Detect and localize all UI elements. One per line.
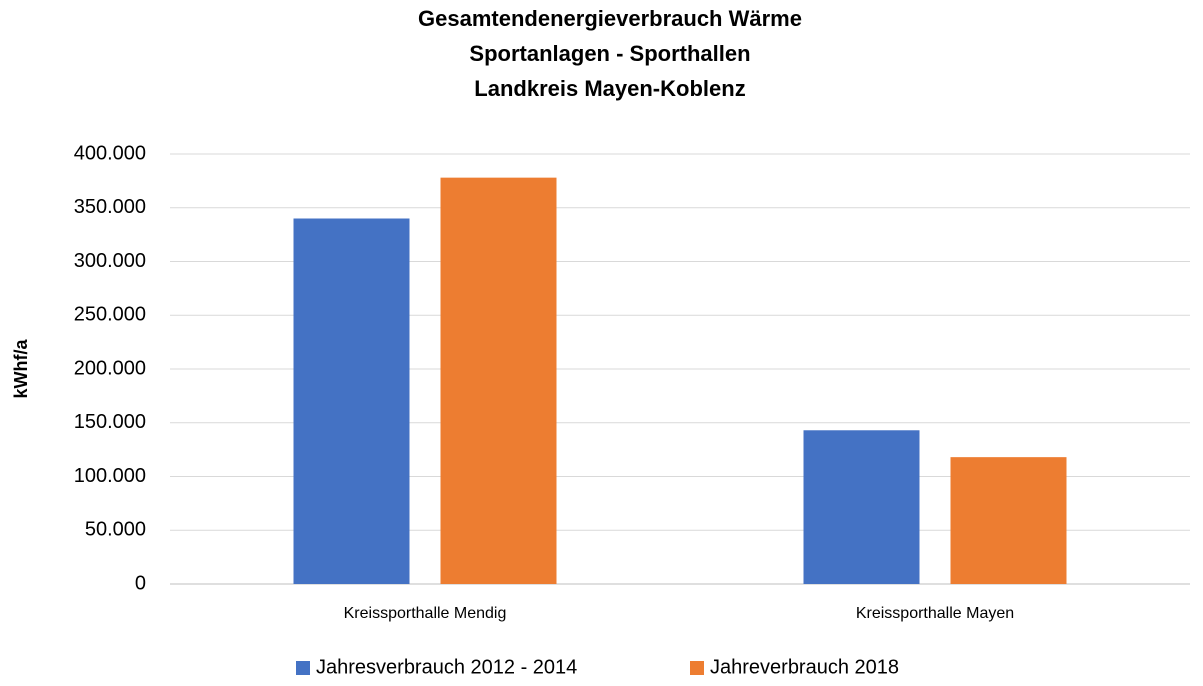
legend-swatch (690, 661, 704, 675)
y-tick-label: 0 (135, 572, 146, 594)
chart-title: Gesamtendenergieverbrauch Wärme (418, 6, 802, 31)
bar (950, 457, 1067, 584)
y-tick-label: 350.000 (74, 196, 146, 218)
y-tick-label: 100.000 (74, 465, 146, 487)
y-tick-label: 50.000 (85, 519, 146, 541)
x-tick-label: Kreissporthalle Mendig (344, 605, 507, 622)
legend-label: Jahreverbrauch 2018 (710, 656, 899, 678)
legend-swatch (296, 661, 310, 675)
bar (440, 177, 557, 584)
y-tick-label: 400.000 (74, 142, 146, 164)
y-axis-label: kWhf/a (11, 339, 31, 399)
chart-title: Sportanlagen - Sporthallen (469, 41, 750, 66)
legend-label: Jahresverbrauch 2012 - 2014 (316, 656, 577, 678)
y-tick-label: 150.000 (74, 411, 146, 433)
bar (293, 218, 410, 584)
y-tick-label: 200.000 (74, 357, 146, 379)
bar (803, 430, 920, 584)
chart-title: Landkreis Mayen-Koblenz (474, 76, 745, 101)
y-tick-label: 250.000 (74, 304, 146, 326)
y-tick-label: 300.000 (74, 250, 146, 272)
x-tick-label: Kreissporthalle Mayen (856, 605, 1014, 622)
